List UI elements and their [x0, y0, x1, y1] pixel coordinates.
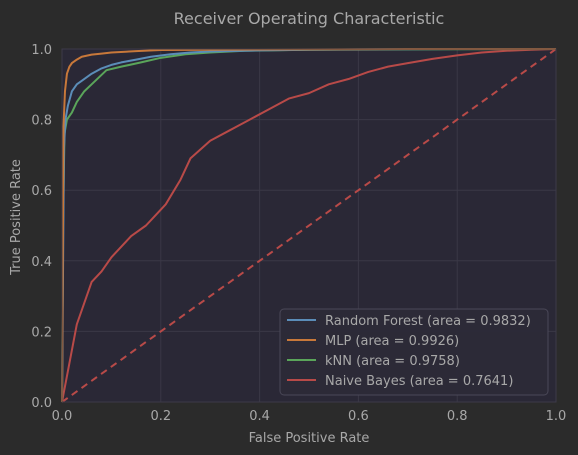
- chart-title: Receiver Operating Characteristic: [174, 9, 445, 28]
- x-tick-label: 0.4: [249, 409, 270, 424]
- y-tick-label: 0.8: [31, 114, 52, 129]
- y-tick-label: 0.6: [31, 184, 52, 199]
- legend-label: MLP (area = 0.9926): [325, 334, 459, 349]
- x-tick-label: 0.8: [447, 409, 468, 424]
- x-tick-label: 0.0: [52, 409, 73, 424]
- y-tick-label: 0.2: [31, 325, 52, 340]
- y-tick-label: 0.4: [31, 255, 52, 270]
- x-tick-label: 0.6: [348, 409, 369, 424]
- x-axis-label: False Positive Rate: [249, 431, 370, 446]
- x-tick-label: 1.0: [546, 409, 567, 424]
- legend-label: kNN (area = 0.9758): [325, 354, 460, 369]
- legend: Random Forest (area = 0.9832) MLP (area =…: [280, 309, 548, 395]
- y-tick-label: 1.0: [31, 43, 52, 58]
- y-tick-label: 0.0: [31, 396, 52, 411]
- x-tick-label: 0.2: [150, 409, 171, 424]
- y-axis-label: True Positive Rate: [9, 159, 24, 276]
- legend-label: Random Forest (area = 0.9832): [325, 314, 531, 329]
- legend-label: Naive Bayes (area = 0.7641): [325, 374, 513, 389]
